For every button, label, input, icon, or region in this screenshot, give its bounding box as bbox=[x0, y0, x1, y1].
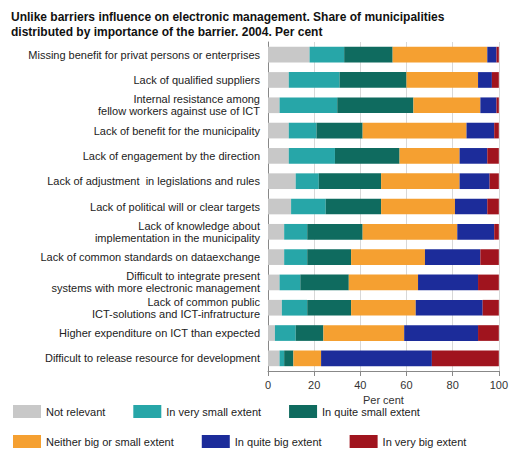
svg-text:Lack of common standards on da: Lack of common standards on dataexchange bbox=[40, 251, 260, 263]
svg-text:Higher expenditure on ICT than: Higher expenditure on ICT than expected bbox=[59, 327, 260, 339]
svg-text:Internal resistance among: Internal resistance among bbox=[133, 93, 260, 105]
svg-text:Missing benefit for privat per: Missing benefit for privat persons or en… bbox=[28, 49, 260, 61]
svg-text:In very small extent: In very small extent bbox=[166, 406, 261, 418]
svg-text:Unlike barriers influence on e: Unlike barriers influence on electronic … bbox=[11, 10, 448, 24]
svg-text:In very big extent: In very big extent bbox=[383, 436, 467, 448]
svg-text:ICT-solutions and ICT-infratru: ICT-solutions and ICT-infratructure bbox=[92, 308, 260, 320]
svg-text:80: 80 bbox=[447, 379, 459, 391]
svg-text:distributed by importance of t: distributed by importance of the barrier… bbox=[11, 25, 322, 39]
svg-text:In quite small extent: In quite small extent bbox=[322, 406, 420, 418]
svg-text:0: 0 bbox=[265, 379, 271, 391]
svg-text:systems with more electronic m: systems with more electronic management bbox=[52, 282, 260, 294]
svg-text:100: 100 bbox=[490, 379, 508, 391]
svg-text:Not relevant: Not relevant bbox=[46, 406, 105, 418]
svg-text:In quite big extent: In quite big extent bbox=[235, 436, 322, 448]
svg-text:20: 20 bbox=[308, 379, 320, 391]
svg-text:Lack of knowledge about: Lack of knowledge about bbox=[138, 220, 260, 232]
svg-text:40: 40 bbox=[354, 379, 366, 391]
svg-text:Difficult to integrate present: Difficult to integrate present bbox=[126, 270, 260, 282]
svg-text:implementation in the municipa: implementation in the municipality bbox=[95, 232, 261, 244]
svg-text:Difficult to release resource: Difficult to release resource for develo… bbox=[45, 352, 260, 364]
svg-text:Lack of common public: Lack of common public bbox=[148, 296, 261, 308]
svg-text:60: 60 bbox=[400, 379, 412, 391]
svg-text:Per cent: Per cent bbox=[362, 394, 404, 407]
svg-text:Lack of engagement by the dire: Lack of engagement by the direction bbox=[83, 150, 260, 162]
svg-text:Lack of qualified suppliers: Lack of qualified suppliers bbox=[133, 74, 260, 86]
svg-text:Lack of benefit for the munici: Lack of benefit for the municipality bbox=[94, 125, 261, 137]
svg-text:Neither big or small extent: Neither big or small extent bbox=[46, 436, 174, 448]
svg-text:Lack of political will or clea: Lack of political will or clear targets bbox=[90, 201, 260, 213]
svg-text:fellow workers against use of: fellow workers against use of ICT bbox=[98, 105, 260, 117]
svg-text:Lack of adjustment in legisla: Lack of adjustment in legislations and r… bbox=[47, 175, 260, 187]
